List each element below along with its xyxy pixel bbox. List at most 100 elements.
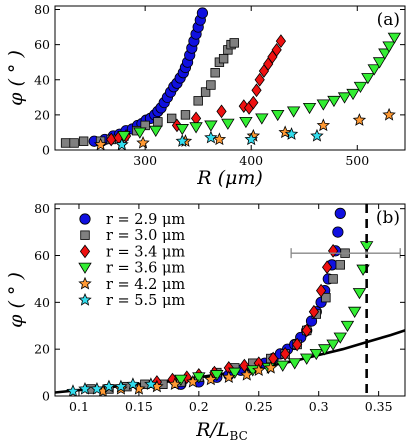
legend-entry: r = 3.6 μm [106,261,185,277]
x-axis-label: R/LBC [195,419,248,443]
data-point [288,358,302,370]
data-point [204,120,218,132]
data-point [244,132,258,146]
data-point [275,34,287,48]
x-tick-label: 0.1 [69,399,89,414]
x-axis-label: R (μm) [196,167,263,189]
data-point [251,83,262,98]
data-point [321,292,331,303]
data-point [317,344,332,356]
axes-frame [54,5,406,151]
data-point [228,367,242,379]
data-point [126,377,140,390]
data-point [347,306,362,318]
data-point [264,360,278,374]
data-point [206,80,216,90]
legend-marker [80,230,90,240]
legend-entry: r = 3.0 μm [106,228,185,244]
data-point [175,134,189,147]
series-4 [117,32,402,143]
y-tick-label: 0 [42,389,50,404]
data-point [387,32,402,44]
data-point [255,113,269,125]
data-point [271,109,285,122]
data-point [216,104,227,119]
data-point [102,379,116,393]
data-point [200,87,211,97]
data-point [166,113,177,124]
data-point [133,127,147,139]
data-point [361,73,375,85]
data-point [69,138,79,148]
legend-marker [78,276,92,290]
data-point [189,122,203,134]
data-point [180,110,191,120]
legend-marker [79,244,91,259]
y-axis-label: φ ( ° ) [5,272,27,328]
data-point [222,370,236,383]
data-point [221,118,235,130]
y-tick-label: 60 [34,37,50,52]
data-point [326,339,340,351]
data-point [328,274,338,284]
x-tick-label: 0.15 [125,399,153,414]
data-point [340,320,355,333]
legend-marker [79,213,91,225]
data-point [346,88,360,101]
data-point [333,332,347,344]
legend-entry: r = 2.9 μm [106,212,185,228]
data-point [78,381,92,395]
data-point [372,57,387,69]
data-point [301,323,312,338]
data-point [352,113,367,126]
data-point [276,360,290,372]
data-point [382,41,396,53]
data-point [117,131,131,143]
data-point [196,7,209,19]
data-point [378,48,392,60]
x-tick-label: 0.25 [245,399,273,414]
legend-marker [78,292,92,306]
data-point [192,372,206,384]
y-tick-label: 20 [34,342,50,357]
panel-label: (a) [377,10,400,30]
series-6 [115,127,324,150]
data-point [310,128,324,142]
error-bar [290,248,401,259]
data-point [115,137,129,150]
data-point [93,137,108,150]
y-tick-label: 40 [34,72,50,87]
data-point [302,102,317,115]
data-point [321,260,333,275]
legend-entry: r = 3.4 μm [106,244,185,260]
data-point [193,96,203,106]
data-point [78,136,89,146]
x-tick-label: 300 [133,153,157,168]
y-tick-label: 0 [42,143,50,158]
plot-area [55,204,405,396]
data-point [367,64,381,76]
data-point [144,377,158,390]
data-point [315,283,327,298]
data-point [316,118,331,132]
data-point [252,363,266,376]
data-point [149,125,163,137]
panel-a: 300 400 500 0 20 40 60 80 (a) φ ( ° ) R (μm) [5,2,406,189]
data-point [210,68,220,78]
x-tick-label: 0.2 [189,399,209,414]
data-point [332,226,344,238]
x-tick-label: 0.3 [309,399,329,414]
data-point [334,207,346,219]
data-point [66,384,80,396]
data-point [335,260,345,270]
data-point [204,372,218,386]
data-point [284,127,299,140]
data-point [136,135,150,149]
data-point [239,358,250,373]
data-point [352,288,367,300]
data-point [204,130,218,144]
data-point [114,379,128,393]
y-tick-label: 20 [34,107,50,122]
data-point [248,95,259,110]
data-point [210,370,224,382]
